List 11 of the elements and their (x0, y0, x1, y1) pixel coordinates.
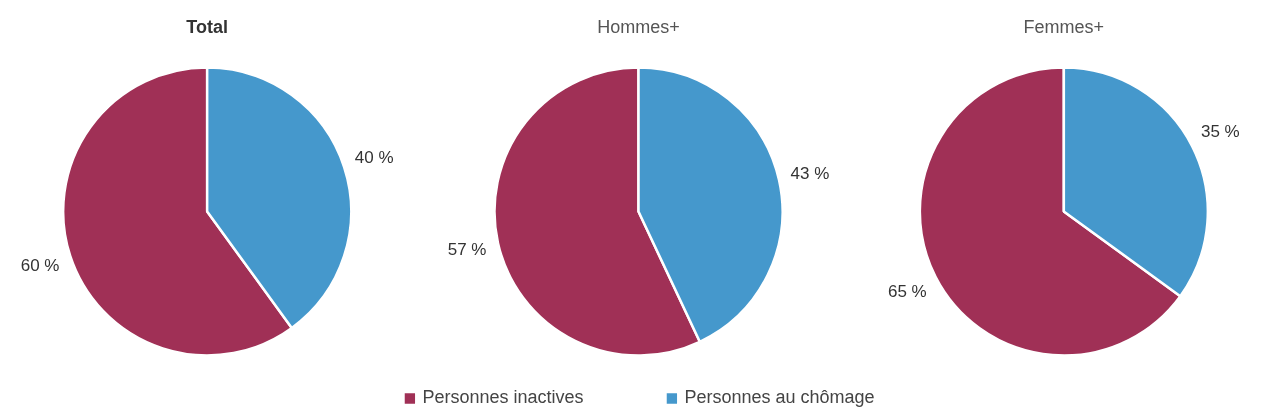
chart-title: Total (186, 16, 229, 37)
chart-title: Hommes+ (597, 16, 680, 37)
data-label: 57 % (447, 240, 487, 260)
data-label: 60 % (20, 256, 60, 276)
legend-label: Personnes au chômage (684, 387, 875, 408)
data-label: 43 % (790, 163, 830, 183)
data-label: 40 % (354, 147, 394, 167)
chart-title: Femmes+ (1023, 16, 1105, 37)
data-label: 65 % (887, 281, 927, 301)
data-label: 35 % (1200, 122, 1240, 142)
legend-label: Personnes inactives (422, 387, 584, 408)
